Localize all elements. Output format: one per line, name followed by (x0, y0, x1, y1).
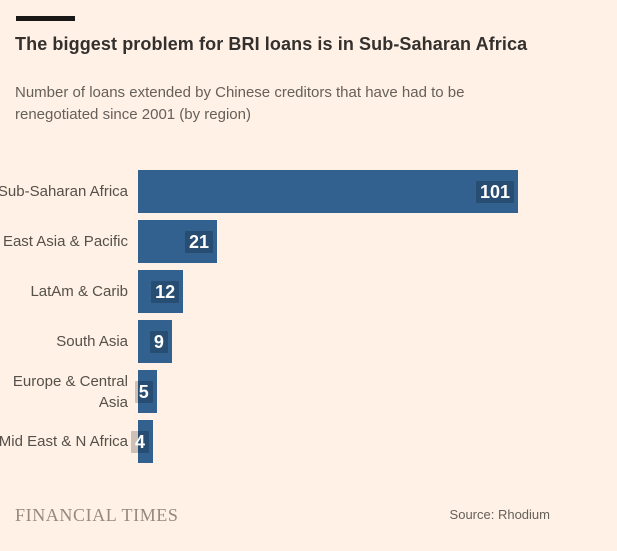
value-label: 4 (131, 430, 150, 453)
category-label: Mid East & N Africa (0, 433, 128, 450)
category-label: LatAm & Carib (30, 283, 128, 300)
source-credit: Source: Rhodium (449, 507, 550, 522)
bar-track: 12 (138, 270, 518, 313)
bar-track: 101 (138, 170, 518, 213)
chart-title: The biggest problem for BRI loans is in … (15, 34, 528, 54)
value-label: 9 (149, 330, 168, 353)
category-label-cell: Sub-Saharan Africa (0, 170, 128, 213)
bar-track: 4 (131, 420, 518, 463)
title-rule (16, 16, 75, 21)
bar-track: 21 (138, 220, 518, 263)
bar: 101 (138, 170, 518, 213)
category-label: East Asia & Pacific (2, 233, 128, 250)
value-label: 101 (475, 180, 514, 203)
category-label: Europe & Central Asia (12, 372, 128, 411)
category-label-cell: Europe & Central Asia (0, 370, 128, 413)
bar: 12 (138, 270, 184, 313)
value-label: 21 (184, 230, 213, 253)
category-label-cell: Mid East & N Africa (0, 420, 128, 463)
bar: 5 (134, 370, 157, 413)
bar: 4 (131, 420, 154, 463)
ft-wordmark: FINANCIAL TIMES (15, 505, 179, 525)
category-label: Sub-Saharan Africa (0, 183, 128, 200)
bar-row: LatAm & Carib 12 (0, 270, 617, 313)
chart-subtitle: Number of loans extended by Chinese cred… (15, 84, 465, 123)
bar: 9 (138, 320, 172, 363)
category-label-cell: LatAm & Carib (0, 270, 128, 313)
bar-row: East Asia & Pacific 21 (0, 220, 617, 263)
bar-track: 9 (138, 320, 518, 363)
value-label: 12 (151, 280, 180, 303)
bar-row: Sub-Saharan Africa 101 (0, 170, 617, 213)
category-label-cell: East Asia & Pacific (0, 220, 128, 263)
bar-chart: Sub-Saharan Africa 101 East Asia & Pacif… (0, 170, 617, 470)
bar-row: Mid East & N Africa 4 (0, 420, 617, 463)
bar-track: 5 (134, 370, 518, 413)
value-label: 5 (134, 380, 153, 403)
bar-row: South Asia 9 (0, 320, 617, 363)
category-label: South Asia (56, 333, 128, 350)
bar: 21 (138, 220, 217, 263)
category-label-cell: South Asia (0, 320, 128, 363)
bar-row: Europe & Central Asia 5 (0, 370, 617, 413)
